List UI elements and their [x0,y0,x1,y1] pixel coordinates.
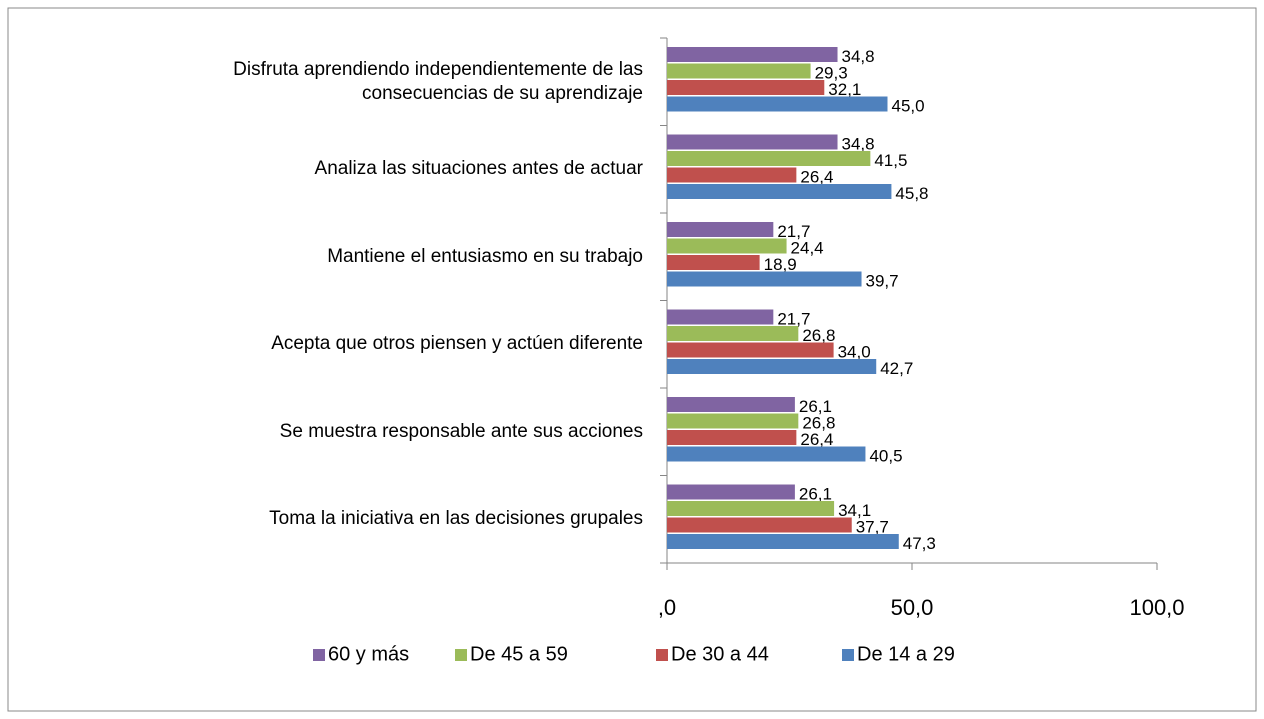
bar [667,167,797,183]
bar [667,430,797,445]
bar [667,359,877,374]
legend-label: De 45 a 59 [470,643,568,665]
value-label: 21,7 [777,222,810,241]
value-label: 45,0 [892,96,925,115]
bar [667,63,811,79]
chart-frame [7,7,1257,712]
category-label: Disfruta aprendiendo independientemente … [233,58,643,104]
value-label: 21,7 [777,309,810,328]
bar [667,326,799,341]
legend-label: De 30 a 44 [671,643,769,665]
bar [667,134,838,150]
value-label: 34,8 [842,134,875,153]
bar [667,397,795,412]
value-label: 26,1 [799,397,832,416]
value-label: 34,0 [838,342,871,361]
bar [667,222,774,237]
value-label: 34,1 [838,501,871,520]
bar [667,501,835,516]
bar [667,80,825,95]
value-label: 45,8 [895,184,928,203]
bar [667,517,852,533]
category-label: Mantiene el entusiasmo en su trabajo [327,245,643,267]
bar [667,484,795,500]
bar [667,151,871,166]
category-label: Se muestra responsable ante sus acciones [279,420,643,442]
bar [667,342,834,358]
value-label: 26,4 [800,167,833,186]
value-label: 29,3 [815,63,848,82]
bar [667,96,888,112]
bar [667,413,799,429]
value-label: 34,8 [842,47,875,66]
bar [667,271,862,287]
value-label: 47,3 [903,534,936,553]
value-label: 32,1 [828,80,861,99]
value-label: 18,9 [764,255,797,274]
legend-swatch [455,649,467,661]
legend-swatch [313,649,325,661]
x-tick-label: 50,0 [891,595,934,620]
value-label: 26,4 [800,430,833,449]
bar [667,255,760,270]
bar [667,184,892,199]
value-label: 42,7 [880,359,913,378]
value-label: 40,5 [869,446,902,465]
legend-label: De 14 a 29 [857,643,955,665]
bar [667,47,838,62]
bar [667,309,774,325]
value-label: 41,5 [874,151,907,170]
category-label: Analiza las situaciones antes de actuar [314,158,643,180]
bar [667,446,866,462]
bar [667,534,899,549]
category-label: Acepta que otros piensen y actúen difere… [271,333,643,355]
value-label: 24,4 [791,238,824,257]
bar [667,238,787,254]
x-tick-label: 100,0 [1129,595,1184,620]
value-label: 26,8 [802,326,835,345]
legend-swatch [842,649,854,661]
category-label: Toma la iniciativa en las decisiones gru… [269,508,643,530]
value-label: 37,7 [856,517,889,536]
legend-label: 60 y más [328,643,409,665]
legend-swatch [656,649,668,661]
x-tick-label: ,0 [658,595,676,620]
value-label: 26,8 [802,413,835,432]
value-label: 39,7 [866,271,899,290]
value-label: 26,1 [799,484,832,503]
